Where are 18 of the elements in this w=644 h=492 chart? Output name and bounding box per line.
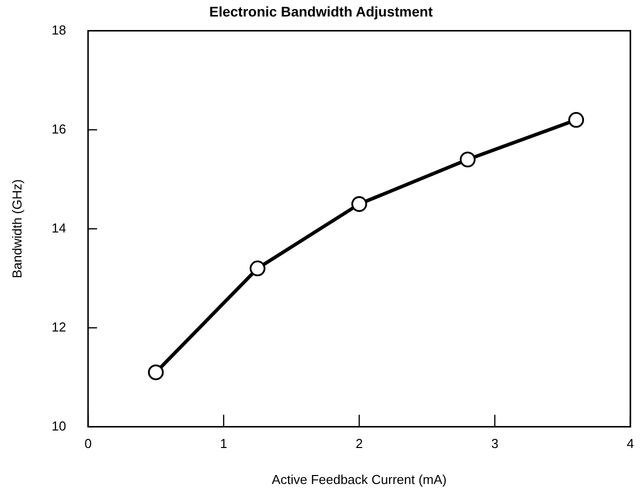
x-tick-label: 4 xyxy=(626,436,634,452)
y-axis-title: Bandwidth (GHz) xyxy=(9,179,24,278)
point xyxy=(351,196,368,212)
y-tick-label: 14 xyxy=(52,220,66,236)
y-tick-label: 12 xyxy=(52,319,66,334)
y-tick-label: 18 xyxy=(52,22,66,38)
point xyxy=(568,112,584,128)
x-tick-label: 3 xyxy=(491,436,498,452)
x-tick-label: 1 xyxy=(220,436,228,452)
y-tick-label: 10 xyxy=(52,418,66,434)
chart-title: Electronic Bandwidth Adjustment xyxy=(209,3,434,20)
x-tick-label: 2 xyxy=(356,436,363,452)
x-axis-title: Active Feedback Current (mA) xyxy=(272,472,447,487)
point xyxy=(460,152,476,168)
point xyxy=(148,364,164,380)
point xyxy=(250,260,266,276)
x-tick-label: 0 xyxy=(84,436,92,452)
y-tick-label: 16 xyxy=(52,121,66,136)
